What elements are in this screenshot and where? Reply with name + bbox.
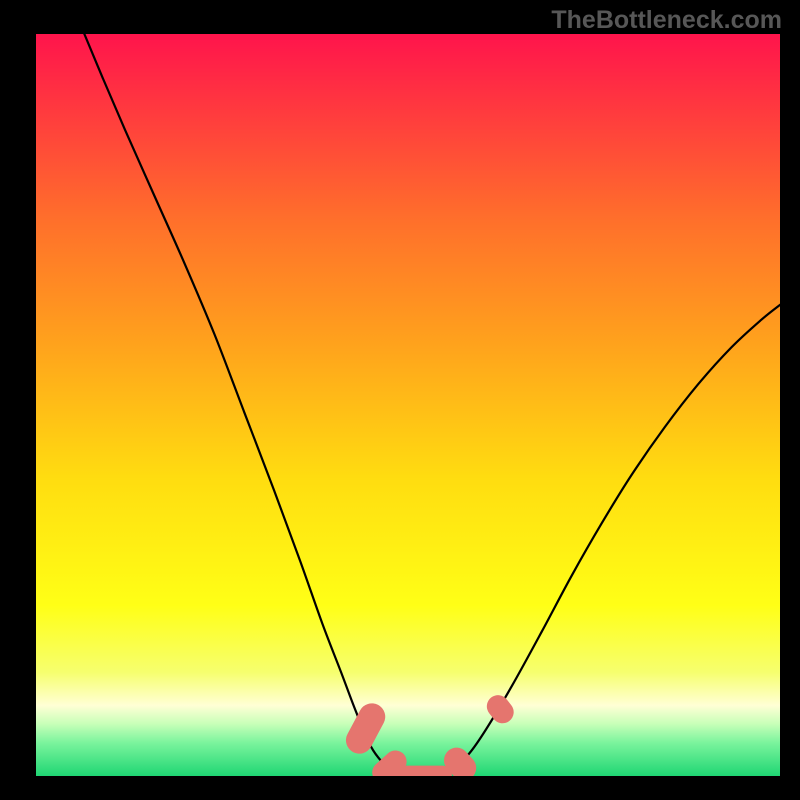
chart-outer-frame: TheBottleneck.com bbox=[0, 0, 800, 800]
watermark-text: TheBottleneck.com bbox=[551, 6, 782, 35]
curve-marker-2 bbox=[394, 766, 452, 785]
chart-svg bbox=[0, 0, 800, 800]
chart-background-gradient bbox=[36, 34, 780, 776]
